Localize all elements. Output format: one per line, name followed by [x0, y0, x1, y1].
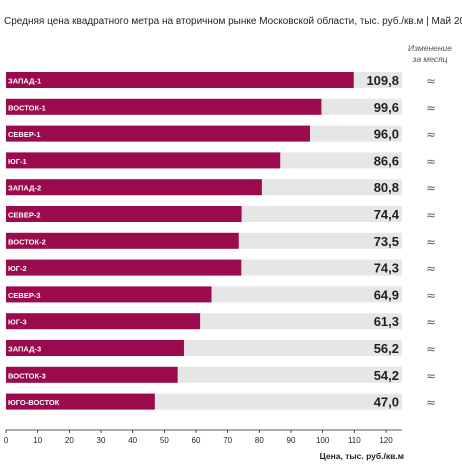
change-icon: ≈: [426, 101, 436, 115]
bar-category-label: ЗАПАД-3: [8, 345, 41, 354]
x-tick-label: 100: [316, 436, 330, 445]
change-column-header: Изменение за месяц: [407, 43, 453, 64]
bar-value-label: 64,9: [374, 287, 399, 302]
chart-title: Средняя цена квадратного метра на вторич…: [4, 16, 462, 27]
bar-category-label: ЮГ-1: [8, 157, 27, 166]
x-tick-label: 110: [348, 436, 361, 445]
x-tick-label: 40: [128, 436, 137, 445]
bar-value-label: 54,2: [374, 368, 399, 383]
bar: [6, 286, 212, 303]
bar-value-label: 99,6: [374, 100, 399, 115]
bar-value-label: 74,4: [374, 207, 400, 222]
change-icon: ≈: [426, 128, 436, 142]
bar: [6, 98, 322, 115]
x-tick-label: 50: [160, 436, 169, 445]
bar-value-label: 96,0: [374, 127, 399, 142]
x-tick-label: 80: [255, 436, 264, 445]
bar-category-label: ВОСТОК-2: [8, 237, 46, 246]
change-icon: ≈: [426, 342, 436, 356]
bar: [6, 179, 262, 196]
bar: [6, 232, 239, 249]
change-icon: ≈: [426, 288, 436, 302]
x-tick-label: 70: [223, 436, 232, 445]
bar-value-label: 86,6: [374, 153, 399, 168]
bar: [6, 125, 310, 142]
x-tick-label: 90: [287, 436, 296, 445]
bar-category-label: ЗАПАД-2: [8, 184, 41, 193]
change-icon: ≈: [426, 235, 436, 249]
bar: [6, 259, 242, 276]
bar-category-label: СЕВЕР-1: [8, 130, 41, 139]
bar-category-label: ЮГ-2: [8, 264, 27, 273]
bar-category-label: ВОСТОК-1: [8, 103, 46, 112]
bar: [6, 393, 155, 410]
bar-category-label: ЮГ-3: [8, 318, 27, 327]
x-tick-label: 120: [379, 436, 393, 445]
x-tick-label: 60: [192, 436, 201, 445]
change-icon: ≈: [426, 262, 436, 276]
bar-value-label: 80,8: [374, 180, 399, 195]
change-icon: ≈: [426, 208, 436, 222]
change-icon: ≈: [426, 74, 436, 88]
bar-category-label: ЗАПАД-1: [8, 77, 41, 86]
bar-category-label: ЮГО-ВОСТОК: [8, 398, 60, 407]
change-icon: ≈: [426, 369, 436, 383]
x-axis-label: Цена, тыс. руб./кв.м: [320, 451, 404, 461]
x-tick-label: 30: [97, 436, 106, 445]
bar-value-label: 73,5: [374, 234, 399, 249]
bar: [6, 72, 354, 88]
bar-category-label: ВОСТОК-3: [8, 371, 46, 380]
bar-value-label: 109,8: [366, 73, 399, 88]
bar-category-label: СЕВЕР-2: [8, 211, 41, 220]
bar: [6, 152, 281, 169]
bar: [6, 340, 184, 356]
bar-value-label: 56,2: [374, 341, 399, 356]
bar: [6, 366, 178, 383]
bar: [6, 206, 242, 222]
bar-value-label: 61,3: [374, 314, 399, 329]
change-icon: ≈: [426, 181, 436, 195]
x-tick-label: 0: [4, 436, 9, 445]
change-icon: ≈: [426, 315, 436, 329]
bar-category-label: СЕВЕР-3: [8, 291, 41, 300]
bar-value-label: 47,0: [374, 395, 399, 410]
x-tick-label: 10: [33, 436, 42, 445]
change-icon: ≈: [426, 154, 436, 168]
change-icon: ≈: [426, 396, 436, 410]
bar: [6, 313, 201, 330]
x-tick-label: 20: [65, 436, 74, 445]
bar-value-label: 74,3: [374, 261, 399, 276]
